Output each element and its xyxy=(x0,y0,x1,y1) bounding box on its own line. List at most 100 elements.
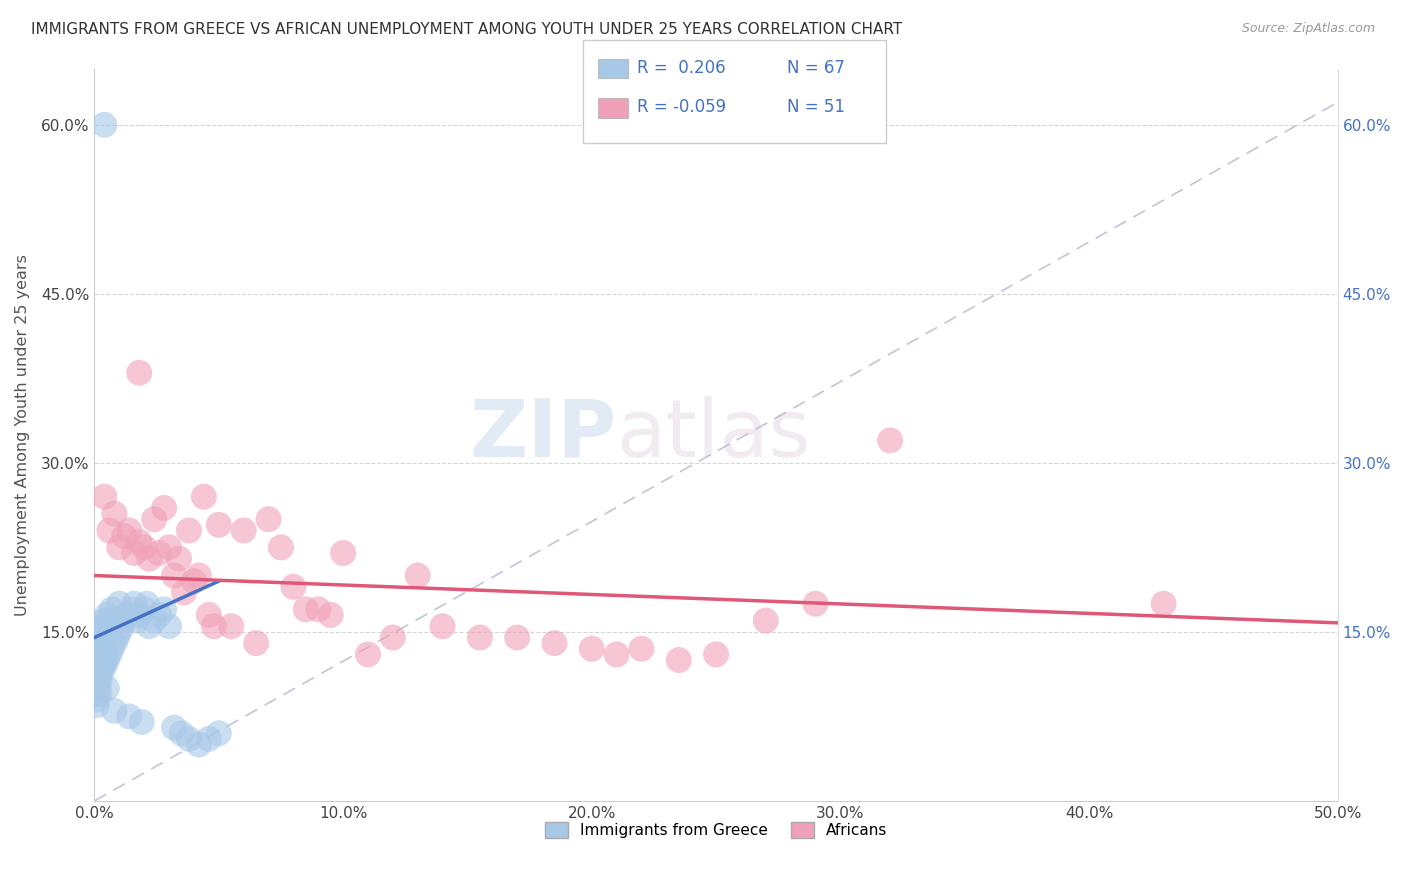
Point xyxy=(163,721,186,735)
Point xyxy=(232,524,254,538)
Point xyxy=(90,653,112,667)
Point xyxy=(153,500,176,515)
Point xyxy=(128,534,150,549)
Point xyxy=(93,658,115,673)
Point xyxy=(432,619,454,633)
Point xyxy=(283,580,305,594)
Point xyxy=(96,607,118,622)
Point xyxy=(138,619,160,633)
Point xyxy=(86,653,108,667)
Point xyxy=(89,658,111,673)
Point xyxy=(128,607,150,622)
Point xyxy=(122,597,145,611)
Point xyxy=(581,641,603,656)
Point xyxy=(187,568,209,582)
Point xyxy=(105,631,128,645)
Point xyxy=(93,118,115,132)
Point xyxy=(606,648,628,662)
Point xyxy=(86,631,108,645)
Point xyxy=(157,541,180,555)
Point xyxy=(193,490,215,504)
Point xyxy=(93,614,115,628)
Point xyxy=(804,597,827,611)
Text: atlas: atlas xyxy=(617,396,811,474)
Point xyxy=(86,636,108,650)
Point xyxy=(143,512,166,526)
Point xyxy=(89,670,111,684)
Text: R = -0.059: R = -0.059 xyxy=(637,98,725,116)
Point xyxy=(319,607,342,622)
Point xyxy=(208,726,231,740)
Point xyxy=(108,624,131,639)
Point xyxy=(543,636,565,650)
Point xyxy=(89,648,111,662)
Point xyxy=(468,631,491,645)
Point xyxy=(93,653,115,667)
Point xyxy=(86,648,108,662)
Point xyxy=(98,648,121,662)
Point xyxy=(86,670,108,684)
Point xyxy=(173,585,195,599)
Point xyxy=(101,641,124,656)
Point xyxy=(131,714,153,729)
Point xyxy=(86,675,108,690)
Text: N = 51: N = 51 xyxy=(787,98,845,116)
Point xyxy=(93,648,115,662)
Point xyxy=(1153,597,1175,611)
Point xyxy=(167,551,190,566)
Point xyxy=(89,653,111,667)
Point xyxy=(108,597,131,611)
Point xyxy=(135,597,157,611)
Text: ZIP: ZIP xyxy=(470,396,617,474)
Point xyxy=(704,648,727,662)
Point xyxy=(357,648,380,662)
Point xyxy=(86,658,108,673)
Point xyxy=(111,619,134,633)
Legend: Immigrants from Greece, Africans: Immigrants from Greece, Africans xyxy=(538,816,893,845)
Point xyxy=(138,551,160,566)
Point xyxy=(406,568,429,582)
Point xyxy=(115,607,138,622)
Point xyxy=(134,541,156,555)
Point xyxy=(148,607,170,622)
Point xyxy=(177,731,200,746)
Point xyxy=(170,726,193,740)
Point xyxy=(245,636,267,650)
Point xyxy=(198,731,221,746)
Point xyxy=(118,709,141,723)
Point xyxy=(307,602,329,616)
Point xyxy=(121,602,143,616)
Point xyxy=(90,665,112,679)
Point xyxy=(89,665,111,679)
Point xyxy=(98,614,121,628)
Point xyxy=(295,602,318,616)
Point xyxy=(98,524,121,538)
Point xyxy=(134,602,156,616)
Y-axis label: Unemployment Among Youth under 25 years: Unemployment Among Youth under 25 years xyxy=(15,253,30,615)
Point xyxy=(86,687,108,701)
Point xyxy=(112,529,135,543)
Point xyxy=(125,614,148,628)
Point xyxy=(755,614,778,628)
Point xyxy=(86,692,108,706)
Point xyxy=(86,681,108,696)
Point xyxy=(157,619,180,633)
Point xyxy=(219,619,242,633)
Text: N = 67: N = 67 xyxy=(787,59,845,77)
Point xyxy=(202,619,225,633)
Point xyxy=(128,366,150,380)
Point xyxy=(381,631,404,645)
Point xyxy=(86,698,108,712)
Text: R =  0.206: R = 0.206 xyxy=(637,59,725,77)
Point xyxy=(183,574,205,589)
Point xyxy=(148,546,170,560)
Point xyxy=(96,653,118,667)
Point xyxy=(90,658,112,673)
Point xyxy=(96,681,118,696)
Point xyxy=(90,648,112,662)
Text: IMMIGRANTS FROM GREECE VS AFRICAN UNEMPLOYMENT AMONG YOUTH UNDER 25 YEARS CORREL: IMMIGRANTS FROM GREECE VS AFRICAN UNEMPL… xyxy=(31,22,903,37)
Point xyxy=(879,434,901,448)
Point xyxy=(187,738,209,752)
Point xyxy=(153,602,176,616)
Point xyxy=(103,636,125,650)
